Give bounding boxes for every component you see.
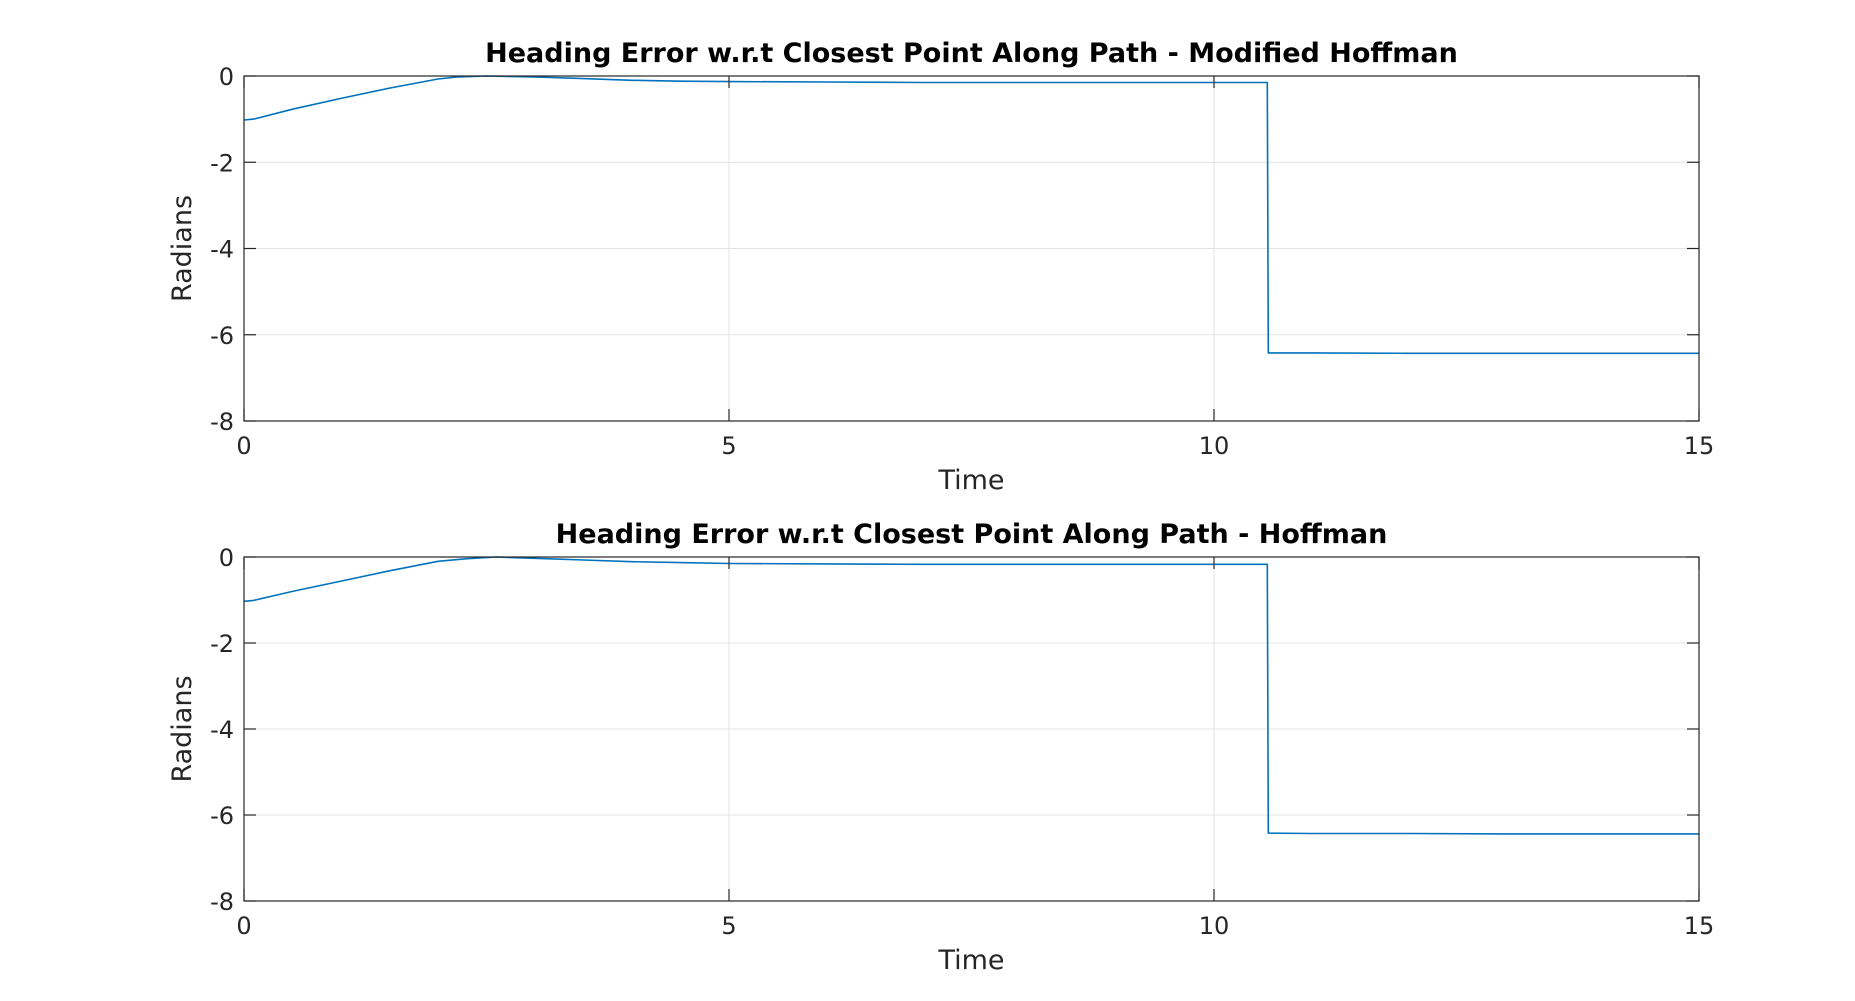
chart-title: Heading Error w.r.t Closest Point Along … <box>485 38 1458 69</box>
x-tick-label: 5 <box>721 912 736 940</box>
subplot-hoffman: 0 5 10 15 0 -2 -4 -6 -8 Heading Error w.r.t Close… <box>167 519 1714 976</box>
y-tick-label: -4 <box>210 716 234 744</box>
subplot-modified-hoffman: 0 5 10 15 0 -2 -4 -6 -8 Heading Error w.r.t Close… <box>167 38 1714 496</box>
chart-title: Heading Error w.r.t Closest Point Along … <box>556 519 1388 550</box>
series-line <box>243 75 1699 355</box>
x-tick-label: 0 <box>236 912 251 940</box>
x-tick-label: 15 <box>1684 912 1715 940</box>
x-tick-label: 0 <box>236 432 251 460</box>
y-tick-label: -2 <box>210 149 234 177</box>
x-tick-label: 5 <box>721 432 736 460</box>
y-tick-label: 0 <box>219 544 234 572</box>
x-axis-label: Time <box>937 945 1004 976</box>
x-tick-label: 10 <box>1199 912 1230 940</box>
y-tick-label: -2 <box>210 630 234 658</box>
y-tick-label: -8 <box>210 888 234 916</box>
y-tick-label: -4 <box>210 236 234 264</box>
x-axis-label: Time <box>937 465 1004 496</box>
y-tick-label: 0 <box>219 63 234 91</box>
y-tick-label: -6 <box>210 802 234 830</box>
y-tick-label: -6 <box>210 322 234 350</box>
x-tick-label: 10 <box>1199 432 1230 460</box>
y-axis-label: Radians <box>167 195 198 302</box>
y-tick-label: -8 <box>210 408 234 436</box>
series-line <box>243 556 1699 835</box>
y-axis-label: Radians <box>167 675 198 782</box>
x-tick-label: 15 <box>1684 432 1715 460</box>
